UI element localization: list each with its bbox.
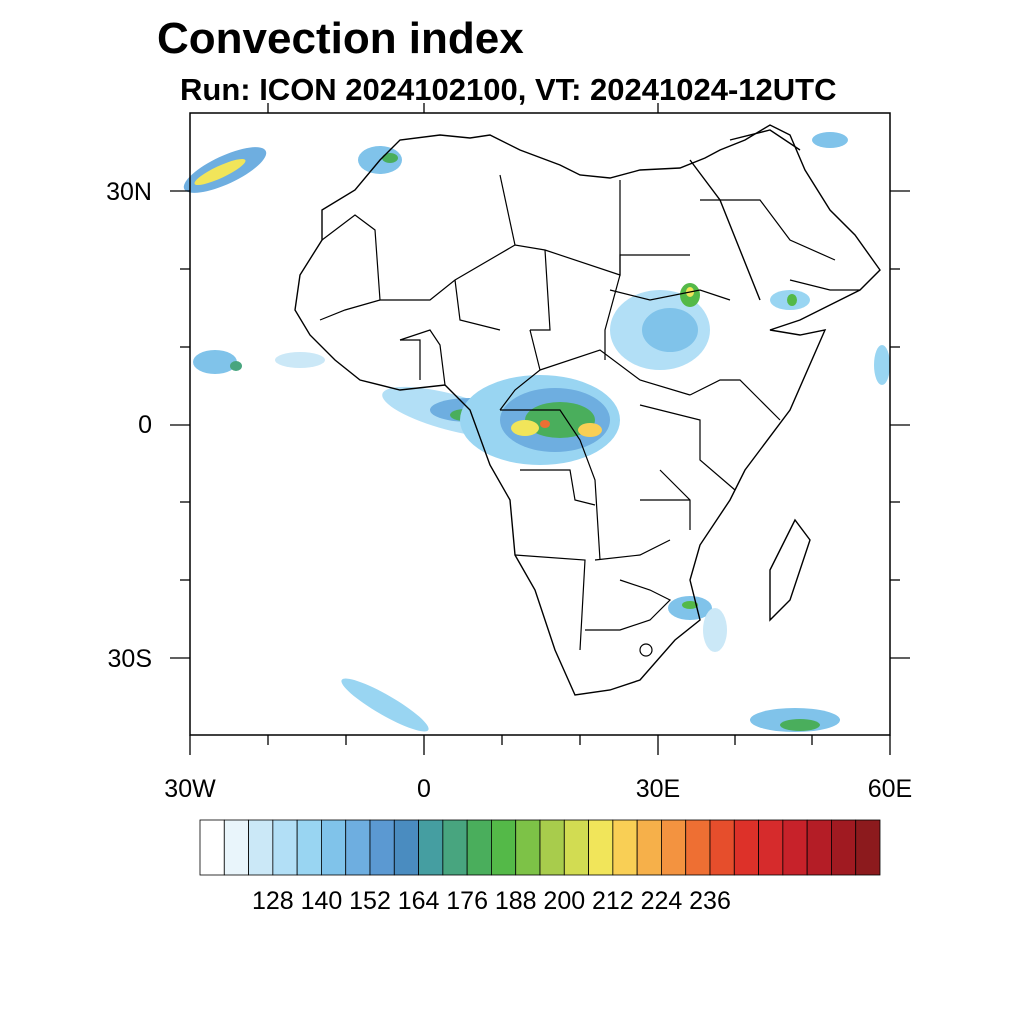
colorbar-swatch: [466, 819, 492, 876]
colorbar-swatch: [539, 819, 565, 876]
colorbar-swatch: [296, 819, 322, 876]
colorbar-swatch: [831, 819, 857, 876]
colorbar-swatch: [782, 819, 808, 876]
colorbar-swatch: [855, 819, 881, 876]
colorbar-swatch: [199, 819, 225, 876]
lon-label-60e: 60E: [867, 775, 913, 803]
colorbar-swatch: [442, 819, 468, 876]
colorbar-swatch: [272, 819, 298, 876]
colorbar-swatch: [491, 819, 517, 876]
colorbar-swatch: [515, 819, 541, 876]
lon-label-30w: 30W: [164, 775, 216, 803]
lat-label-0: 0: [138, 411, 152, 439]
colorbar-swatch: [321, 819, 347, 876]
colorbar-swatch: [563, 819, 589, 876]
colorbar-swatch: [418, 819, 444, 876]
colorbar-swatch: [612, 819, 638, 876]
colorbar-tick-label: 164: [397, 887, 440, 915]
lon-label-0: 0: [417, 775, 431, 803]
colorbar-swatch: [685, 819, 711, 876]
colorbar-tick-label: 152: [349, 887, 391, 915]
colorbar-swatch: [393, 819, 419, 876]
colorbar-tick-label: 200: [543, 887, 586, 915]
axis-ticks: [170, 103, 910, 755]
colorbar-swatch: [636, 819, 662, 876]
colorbar: [199, 819, 881, 876]
colorbar-tick-label: 188: [494, 887, 537, 915]
colorbar-swatch: [733, 819, 759, 876]
chart-title: Convection index: [157, 14, 524, 63]
colorbar-tick-label: 176: [446, 887, 488, 915]
chart-subtitle: Run: ICON 2024102100, VT: 20241024-12UTC: [180, 72, 837, 107]
convection-field: [183, 132, 890, 732]
colorbar-tick-label: 212: [591, 887, 634, 915]
lon-label-30e: 30E: [635, 775, 681, 803]
colorbar-swatch: [806, 819, 832, 876]
colorbar-tick-label: 140: [300, 887, 343, 915]
map-frame: [189, 112, 891, 736]
colorbar-swatch: [223, 819, 249, 876]
colorbar-swatch: [661, 819, 687, 876]
colorbar-tick-label: 128: [251, 887, 294, 915]
lat-label-30s: 30S: [107, 645, 152, 673]
colorbar-swatch: [709, 819, 735, 876]
colorbar-swatch: [369, 819, 395, 876]
colorbar-swatch: [345, 819, 371, 876]
colorbar-swatch: [758, 819, 784, 876]
coastlines: [294, 124, 881, 696]
country-borders: [319, 174, 860, 657]
colorbar-swatch: [588, 819, 614, 876]
lat-label-30n: 30N: [106, 178, 152, 206]
colorbar-swatch: [248, 819, 274, 876]
colorbar-tick-label: 224: [640, 887, 683, 915]
colorbar-tick-label: 236: [689, 887, 731, 915]
